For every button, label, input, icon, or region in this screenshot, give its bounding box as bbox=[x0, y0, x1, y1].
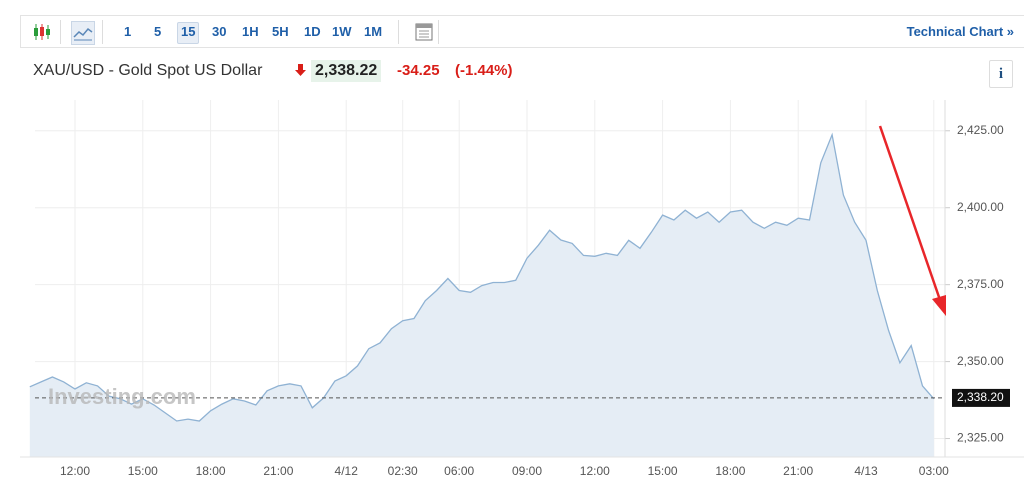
price-change-percent: (-1.44%) bbox=[455, 62, 513, 79]
annotation-arrowhead bbox=[932, 295, 946, 316]
area bbox=[29, 134, 934, 458]
plot bbox=[29, 132, 945, 458]
x-tick-label: 15:00 bbox=[648, 464, 678, 478]
interval-button[interactable]: 15 bbox=[177, 22, 200, 44]
y-tick-label: 2,350.00 bbox=[957, 354, 1004, 368]
price: 2,338.22 bbox=[311, 60, 382, 82]
y-tick-label: 2,325.00 bbox=[957, 431, 1004, 445]
watermark: Investing.com bbox=[48, 384, 196, 409]
interval-button[interactable]: 1M bbox=[364, 24, 383, 39]
info-button[interactable]: i bbox=[989, 60, 1013, 88]
interval-button[interactable]: 5 bbox=[154, 24, 162, 39]
interval-button[interactable]: 1 bbox=[124, 24, 132, 39]
x-tick-label: 12:00 bbox=[580, 464, 610, 478]
y-tick-label: 2,375.00 bbox=[957, 277, 1004, 291]
interval-button[interactable]: 30 bbox=[212, 24, 227, 39]
y-tick-label: 2,400.00 bbox=[957, 200, 1004, 214]
x-tick-label: 03:00 bbox=[919, 464, 949, 478]
x-tick-label: 12:00 bbox=[60, 464, 90, 478]
x-tick-label: 06:00 bbox=[444, 464, 474, 478]
technical-chart-link[interactable]: Technical Chart » bbox=[906, 24, 1014, 39]
line bbox=[29, 132, 935, 422]
y-tick-label: 2,425.00 bbox=[957, 123, 1004, 137]
x-tick-label: 4/12 bbox=[335, 464, 359, 478]
x-tick-label: 15:00 bbox=[128, 464, 158, 478]
interval-button[interactable]: 1H bbox=[242, 24, 259, 39]
interval-button[interactable]: 5H bbox=[272, 24, 289, 39]
x-tick-label: 18:00 bbox=[715, 464, 745, 478]
x-tick-label: 18:00 bbox=[196, 464, 226, 478]
labels: 2,325.00 2,350.00 2,375.00 2,400.00 2,425.00… bbox=[48, 123, 1010, 478]
table-icon[interactable] bbox=[413, 21, 435, 43]
last-price-label: 2,338.20 bbox=[957, 390, 1004, 404]
candle-icon[interactable] bbox=[31, 21, 53, 43]
x-tick-label: 02:30 bbox=[388, 464, 418, 478]
toolbar: 1 5 15 30 1H 5H 1D 1W 1M Technical Chart… bbox=[20, 15, 1024, 48]
x-tick-label: 21:00 bbox=[783, 464, 813, 478]
x-tick-label: 21:00 bbox=[263, 464, 293, 478]
x-tick-label: 09:00 bbox=[512, 464, 542, 478]
annotation-arrow bbox=[878, 125, 942, 301]
x-tick-label: 4/13 bbox=[854, 464, 878, 478]
price-change: -34.25 bbox=[397, 62, 440, 79]
down-arrow bbox=[295, 64, 306, 76]
last-price-box bbox=[952, 388, 1010, 407]
area-icon[interactable] bbox=[71, 21, 95, 45]
interval-button[interactable]: 1W bbox=[332, 24, 352, 39]
instrument-title: XAU/USD - Gold Spot US Dollar bbox=[33, 62, 263, 79]
interval-button[interactable]: 1D bbox=[304, 24, 321, 39]
